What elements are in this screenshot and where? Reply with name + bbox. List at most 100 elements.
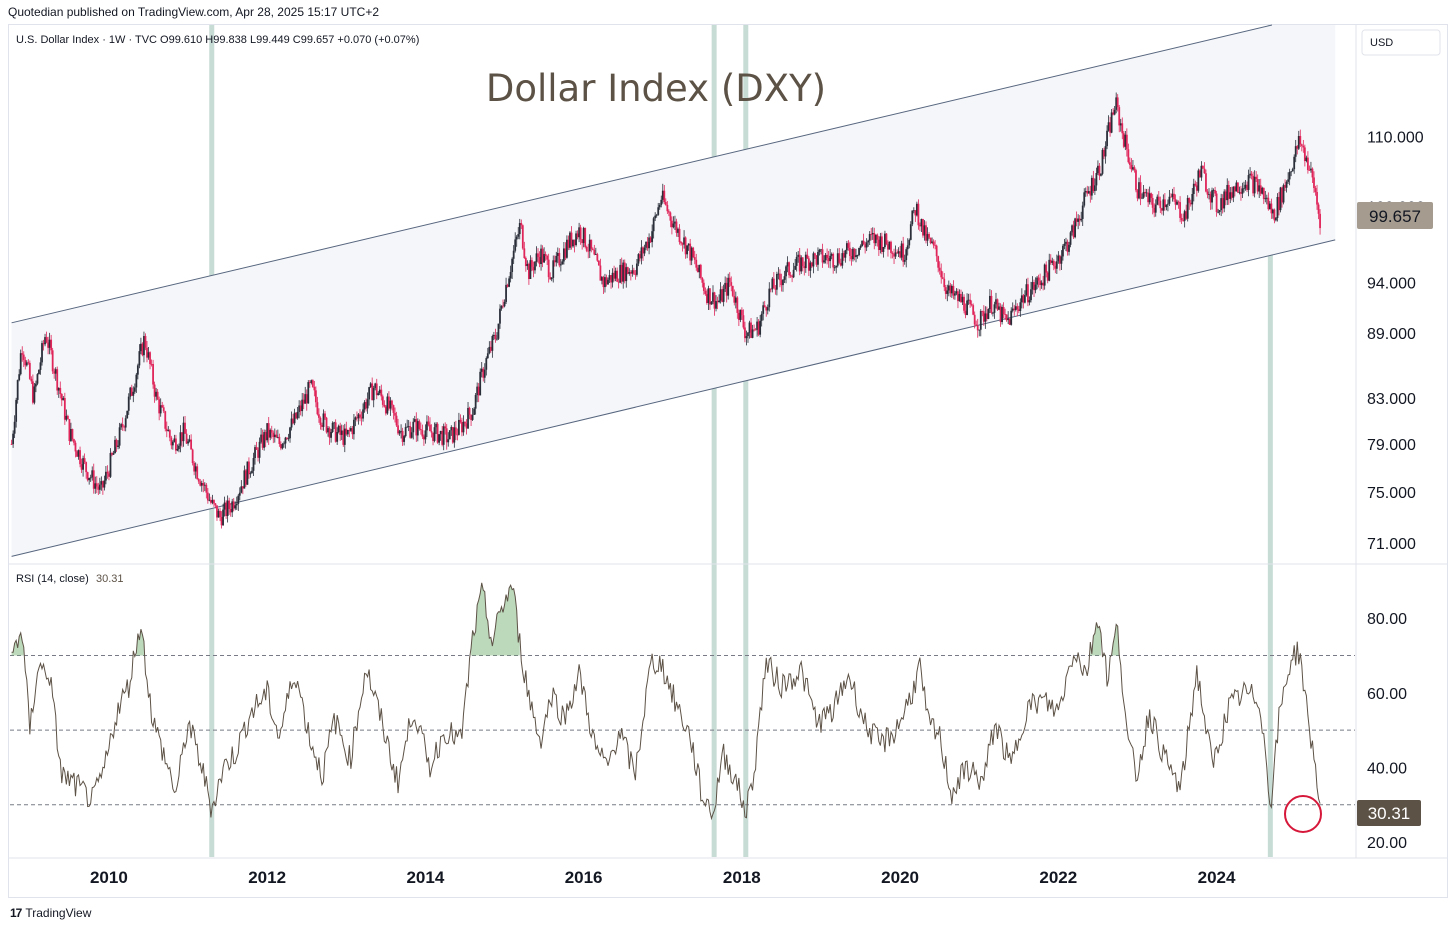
candle-body	[66, 415, 69, 420]
candle-body	[899, 251, 902, 258]
candle-body	[489, 346, 492, 351]
candle-body	[1159, 200, 1162, 209]
candle-body	[1279, 187, 1282, 211]
candle-body	[1273, 209, 1276, 221]
candle-body	[471, 414, 474, 420]
candle-body	[734, 297, 737, 303]
candle-body	[853, 248, 856, 258]
candle-body	[445, 428, 448, 443]
candle-body	[88, 477, 91, 481]
candle-body	[780, 280, 783, 286]
candle-body	[515, 236, 518, 240]
candle-body	[839, 262, 842, 266]
candle-body	[499, 308, 501, 324]
candle-body	[1103, 149, 1105, 157]
candle-body	[298, 405, 301, 412]
candle-body	[1237, 182, 1239, 193]
rsi-overbought-fill	[1090, 622, 1101, 656]
candle-body	[108, 473, 110, 477]
candle-body	[792, 269, 795, 278]
candle-body	[941, 277, 944, 279]
candle-body	[231, 501, 234, 513]
publisher-line: Quotedian published on TradingView.com, …	[8, 5, 380, 19]
candle-body	[1167, 203, 1169, 205]
candle-body	[1080, 218, 1083, 221]
candle-body	[1125, 134, 1128, 150]
candle-body	[310, 380, 313, 383]
candle-body	[324, 413, 326, 418]
candle-body	[1138, 182, 1140, 199]
price-tick-label: 71.000	[1367, 536, 1416, 553]
candle-body	[756, 321, 759, 330]
candle-body	[1127, 149, 1130, 163]
candle-body	[678, 228, 681, 243]
candle-body	[1058, 255, 1061, 264]
candle-body	[1317, 204, 1320, 214]
candle-body	[709, 288, 711, 305]
candle-body	[712, 292, 714, 302]
candle-body	[150, 364, 153, 365]
candle-body	[940, 270, 943, 278]
candle-body	[334, 422, 337, 442]
candle-body	[228, 500, 231, 509]
candle-body	[117, 445, 119, 447]
candle-body	[1270, 203, 1273, 214]
candle-body	[549, 277, 552, 280]
candle-body	[1017, 309, 1020, 311]
candle-body	[272, 432, 275, 438]
candle-body	[944, 287, 947, 294]
candle-body	[33, 386, 36, 403]
candle-body	[164, 411, 167, 429]
candle-body	[327, 428, 329, 433]
candle-body	[1119, 123, 1122, 126]
candle-body	[623, 262, 626, 282]
footer-brand[interactable]: TradingView	[25, 906, 92, 920]
candle-body	[993, 304, 996, 313]
candle-body	[406, 426, 409, 428]
candle-body	[785, 266, 787, 277]
candle-body	[1233, 186, 1236, 192]
candle-body	[112, 453, 115, 455]
candle-body	[982, 311, 985, 322]
currency-button[interactable]	[1361, 29, 1441, 56]
candle-body	[964, 310, 967, 315]
candle-body	[388, 396, 390, 409]
candle-body	[584, 227, 587, 247]
candle-body	[176, 448, 179, 451]
candle-body	[777, 273, 780, 275]
candle-body	[947, 285, 950, 291]
candle-body	[1118, 107, 1121, 126]
candle-body	[60, 394, 63, 401]
price-tick-label: 110.000	[1367, 129, 1424, 146]
candle-body	[826, 254, 829, 258]
candle-body	[98, 484, 101, 490]
candle-body	[961, 296, 964, 303]
candle-body	[801, 257, 804, 267]
candle-body	[693, 257, 696, 260]
candle-body	[815, 255, 818, 265]
candle-body	[928, 234, 930, 238]
candle-body	[18, 374, 21, 381]
candle-body	[123, 426, 126, 428]
candle-body	[187, 441, 189, 444]
candle-body	[1284, 185, 1286, 188]
candle-body	[118, 427, 121, 446]
candle-body	[304, 394, 307, 404]
candle-body	[683, 237, 685, 245]
candle-body	[1223, 191, 1226, 209]
candle-body	[885, 233, 888, 245]
candle-body	[681, 243, 684, 245]
time-tick-label: 2022	[1039, 868, 1077, 887]
candle-body	[893, 253, 895, 257]
candle-body	[527, 263, 530, 280]
candle-body	[480, 368, 483, 372]
candle-body	[1124, 134, 1127, 147]
candle-body	[146, 347, 148, 358]
candle-body	[205, 484, 208, 493]
candle-body	[616, 270, 619, 282]
candle-body	[124, 418, 127, 428]
candle-body	[1109, 122, 1112, 133]
candle-body	[407, 426, 410, 427]
candle-body	[570, 232, 573, 247]
